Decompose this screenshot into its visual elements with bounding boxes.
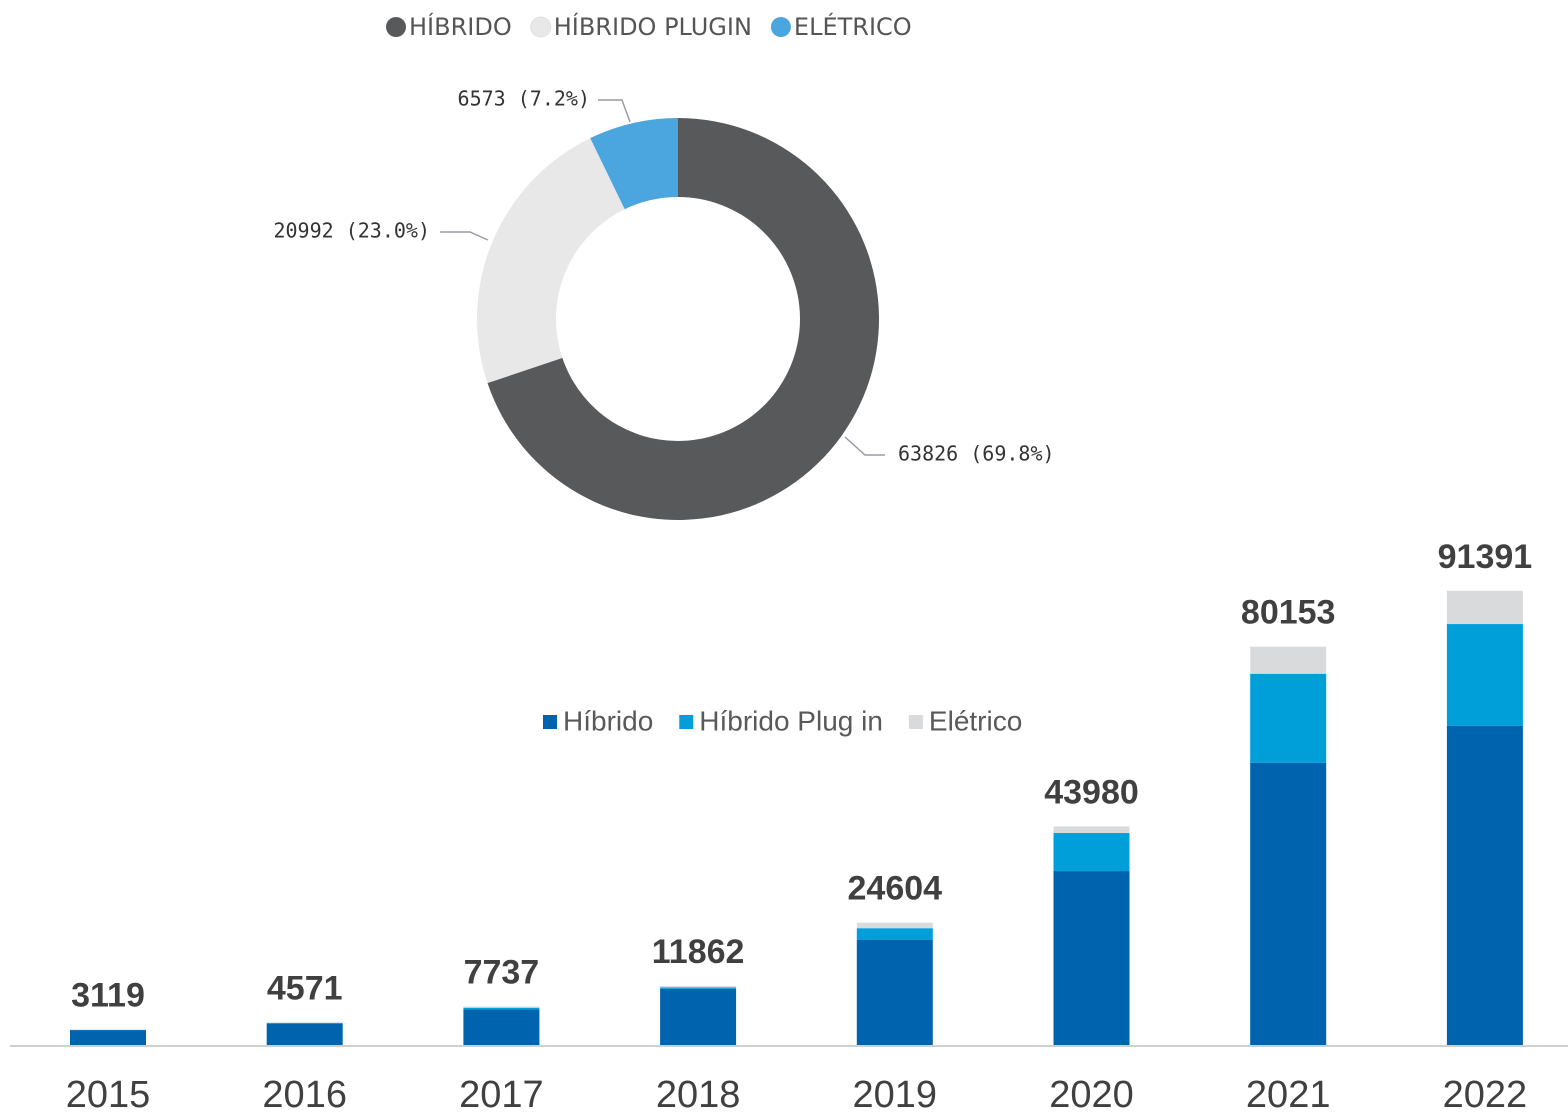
- x-tick-label: 2021: [1246, 1074, 1331, 1115]
- x-tick-label: 2022: [1443, 1074, 1528, 1115]
- data-label: 6573 (7.2%): [458, 87, 590, 111]
- x-tick-label: 2020: [1049, 1074, 1134, 1115]
- bar-segment: [1250, 762, 1327, 1045]
- legend-swatch: [679, 715, 694, 729]
- bar-segment: [1250, 673, 1327, 763]
- leader-line: [440, 231, 489, 241]
- legend-label: HÍBRIDO: [409, 12, 512, 41]
- legend-swatch: [908, 715, 923, 729]
- bar-segment: [463, 1006, 540, 1008]
- legend-label: ELÉTRICO: [794, 12, 912, 41]
- bar-segment: [1250, 646, 1327, 674]
- x-tick-label: 2016: [262, 1074, 347, 1115]
- legend-label: HÍBRIDO PLUGIN: [554, 12, 752, 41]
- x-tick-label: 2015: [66, 1074, 151, 1115]
- bar-segment: [266, 1022, 343, 1024]
- bar-segment: [856, 939, 933, 1045]
- x-tick-label: 2017: [459, 1074, 544, 1115]
- total-label: 43980: [1044, 773, 1139, 811]
- bar-segment: [660, 986, 737, 988]
- bar-segment: [1446, 624, 1523, 726]
- bar-segment: [660, 987, 737, 989]
- legend-label: Elétrico: [929, 705, 1022, 736]
- bar-segment: [463, 1007, 540, 1010]
- leader-line: [598, 99, 631, 123]
- total-label: 11862: [652, 933, 745, 971]
- bar-segment: [266, 1023, 343, 1045]
- bar-segment: [463, 1009, 540, 1045]
- bar-segment: [1446, 590, 1523, 625]
- bar-segment: [266, 1022, 343, 1023]
- bar-segment: [856, 922, 933, 929]
- legend-label: Híbrido: [563, 705, 653, 736]
- x-tick-label: 2019: [853, 1074, 938, 1115]
- data-label: 20992 (23.0%): [273, 219, 430, 243]
- bar-segment: [1053, 826, 1130, 834]
- bar-segment: [1053, 871, 1130, 1045]
- bar-segment: [70, 1030, 146, 1045]
- legend-label: Híbrido Plug in: [699, 705, 883, 736]
- donut-slice: [487, 118, 879, 520]
- total-label: 91391: [1438, 538, 1533, 576]
- total-label: 7737: [464, 954, 540, 992]
- legend-swatch: [543, 715, 557, 729]
- total-label: 80153: [1241, 594, 1336, 632]
- x-tick-label: 2018: [656, 1074, 741, 1115]
- donut-slice: [477, 138, 625, 384]
- bar-segment: [1053, 833, 1130, 872]
- data-label: 63826 (69.8%): [898, 442, 1055, 466]
- leader-line: [844, 436, 885, 456]
- donut-slice: [590, 118, 678, 210]
- total-label: 24604: [848, 870, 943, 908]
- bar-segment: [660, 988, 737, 1045]
- bar-segment: [1446, 725, 1523, 1045]
- legend-swatch: [530, 16, 552, 38]
- total-label: 4571: [267, 969, 343, 1007]
- legend-swatch: [386, 17, 406, 37]
- legend-swatch: [770, 17, 791, 37]
- total-label: 3119: [71, 976, 145, 1014]
- bar-segment: [856, 928, 933, 940]
